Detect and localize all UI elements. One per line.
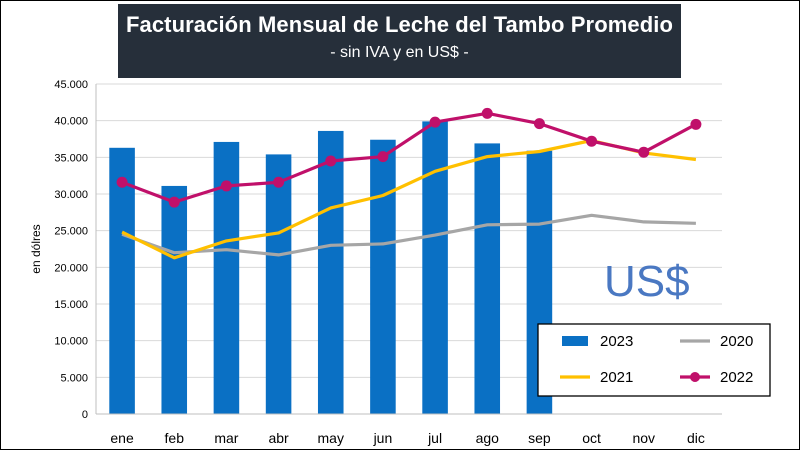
x-category-label: ago bbox=[476, 430, 500, 446]
y-tick-label: 35.000 bbox=[54, 152, 88, 164]
x-axis-categories: ene feb mar abr may jun jul ago sep oct nov dic bbox=[110, 430, 704, 446]
x-category-label: nov bbox=[632, 430, 655, 446]
point-2022 bbox=[586, 136, 597, 147]
y-tick-label: 30.000 bbox=[54, 189, 88, 201]
bar-2023 bbox=[318, 131, 344, 414]
x-category-label: dic bbox=[687, 430, 705, 446]
y-tick-label: 15.000 bbox=[54, 299, 88, 311]
x-category-label: feb bbox=[165, 430, 185, 446]
legend-label-2022: 2022 bbox=[720, 369, 753, 386]
legend-label-2020: 2020 bbox=[720, 333, 753, 350]
series-lines bbox=[117, 108, 702, 258]
point-2022 bbox=[430, 117, 441, 128]
y-tick-label: 0 bbox=[82, 409, 88, 421]
bar-2023 bbox=[474, 143, 500, 414]
point-2022 bbox=[377, 151, 388, 162]
x-category-label: may bbox=[318, 430, 344, 446]
bar-2023 bbox=[370, 140, 396, 414]
point-2022 bbox=[482, 108, 493, 119]
line-2020 bbox=[122, 215, 696, 255]
y-axis-ticks: 0 5.000 10.000 15.000 20.000 25.000 30.000 35.0… bbox=[54, 79, 88, 421]
y-tick-label: 10.000 bbox=[54, 336, 88, 348]
legend-marker-2022 bbox=[690, 372, 700, 382]
point-2022 bbox=[534, 118, 545, 129]
y-tick-label: 45.000 bbox=[54, 79, 88, 91]
point-2022 bbox=[638, 147, 649, 158]
point-2022 bbox=[221, 180, 232, 191]
point-2022 bbox=[273, 177, 284, 188]
point-2022 bbox=[690, 119, 701, 130]
x-category-label: mar bbox=[214, 430, 238, 446]
y-tick-label: 5.000 bbox=[60, 372, 88, 384]
point-2022 bbox=[117, 177, 128, 188]
legend-label-2021: 2021 bbox=[600, 369, 633, 386]
y-axis-label: en dólres bbox=[29, 224, 43, 273]
y-tick-label: 25.000 bbox=[54, 226, 88, 238]
bar-2023 bbox=[266, 154, 292, 414]
currency-watermark: US$ bbox=[604, 257, 690, 306]
x-category-label: ene bbox=[110, 430, 134, 446]
point-2022 bbox=[325, 156, 336, 167]
legend-swatch-2023 bbox=[562, 336, 588, 346]
bar-2023 bbox=[422, 121, 448, 414]
legend: 2023 2020 2021 2022 bbox=[538, 324, 770, 396]
point-2022 bbox=[169, 197, 180, 208]
x-category-label: jul bbox=[427, 430, 442, 446]
y-tick-label: 40.000 bbox=[54, 116, 88, 128]
x-category-label: sep bbox=[528, 430, 551, 446]
legend-label-2023: 2023 bbox=[600, 333, 633, 350]
x-category-label: jun bbox=[373, 430, 393, 446]
y-tick-label: 20.000 bbox=[54, 262, 88, 274]
x-category-label: abr bbox=[268, 430, 289, 446]
bar-2023 bbox=[161, 186, 187, 414]
x-category-label: oct bbox=[582, 430, 601, 446]
